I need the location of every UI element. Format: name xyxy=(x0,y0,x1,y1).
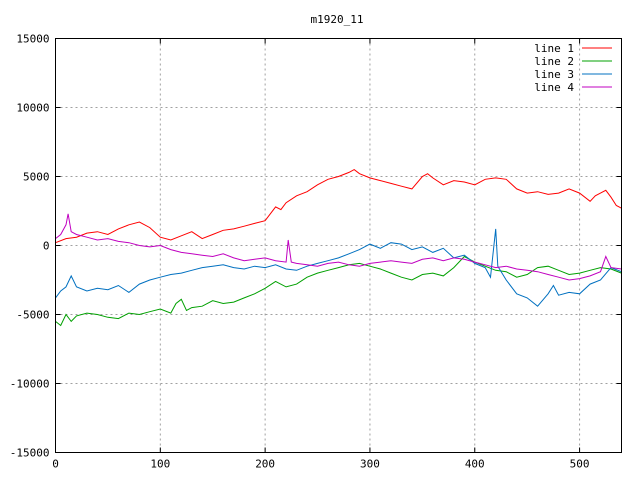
series-line-1 xyxy=(55,169,622,244)
x-tick-label: 400 xyxy=(465,458,485,471)
y-tick-label: 5000 xyxy=(23,171,50,184)
y-tick-label: 0 xyxy=(43,240,50,253)
grid xyxy=(55,38,622,453)
x-tick-label: 300 xyxy=(360,458,380,471)
x-tick-label: 500 xyxy=(570,458,590,471)
series-line-4 xyxy=(55,213,622,281)
series-layer xyxy=(55,169,622,327)
y-tick-label: -15000 xyxy=(10,447,50,460)
y-tick-label: -5000 xyxy=(16,309,49,322)
y-tick-label: 10000 xyxy=(16,102,49,115)
y-tick-label: -10000 xyxy=(10,378,50,391)
axis-ticks: 0 100 200 300 400 500 -15000 -10000 -5000 0 5000 10… xyxy=(10,33,622,471)
x-tick-label: 200 xyxy=(255,458,275,471)
y-tick-label: 15000 xyxy=(16,33,49,46)
x-tick-label: 100 xyxy=(150,458,170,471)
chart-title: m1920_11 xyxy=(311,13,364,26)
legend-label-3: line 3 xyxy=(534,68,574,81)
series-line-2 xyxy=(55,255,622,327)
legend-label-4: line 4 xyxy=(534,81,574,94)
series-line-3 xyxy=(55,228,622,307)
x-tick-label: 0 xyxy=(52,458,59,471)
legend-label-1: line 1 xyxy=(534,42,574,55)
legend-label-2: line 2 xyxy=(534,55,574,68)
